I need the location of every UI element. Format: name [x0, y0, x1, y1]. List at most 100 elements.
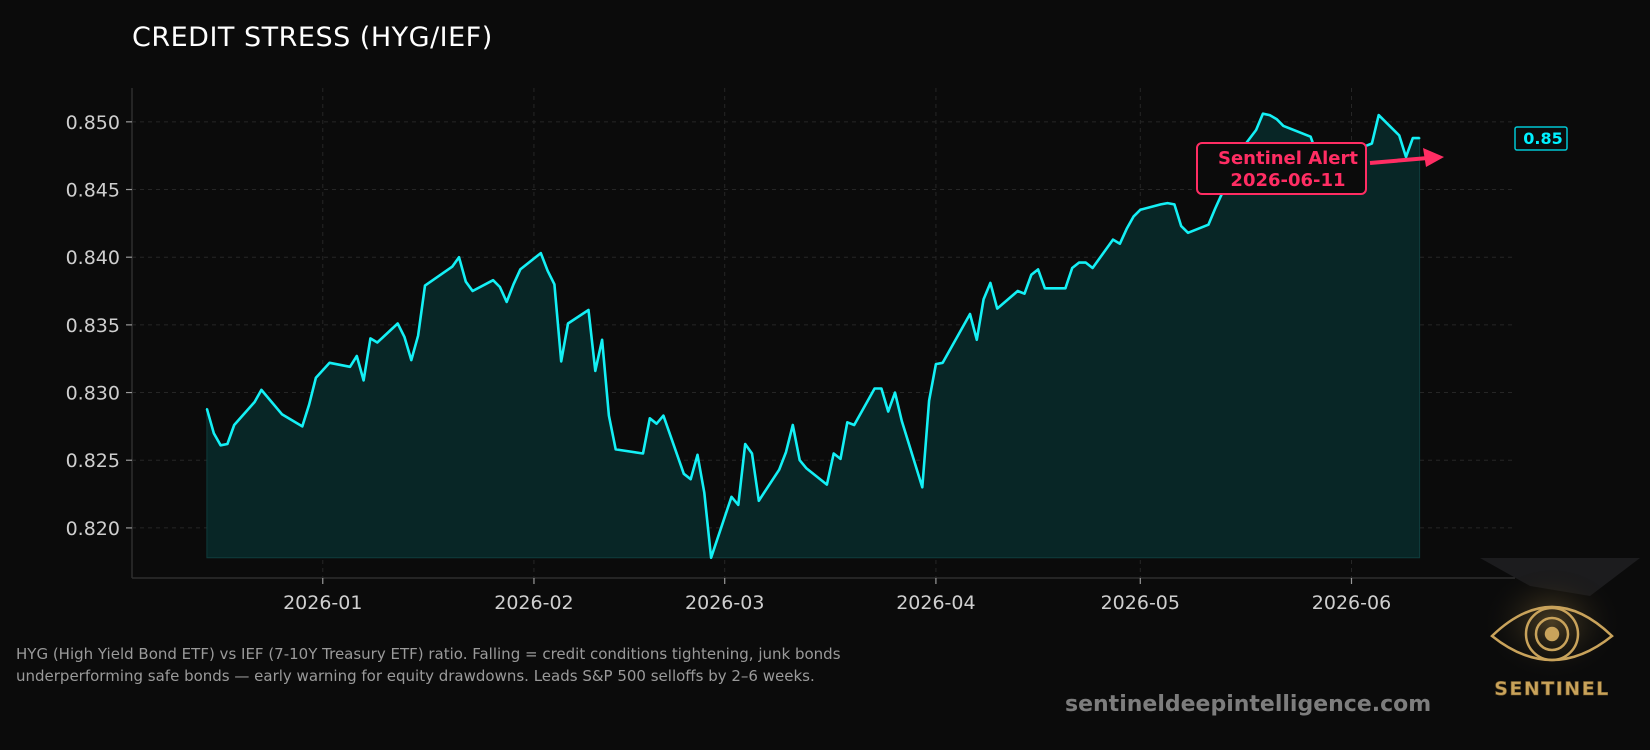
data-point — [730, 495, 733, 498]
data-point — [315, 376, 317, 379]
data-point — [1037, 268, 1039, 271]
data-point — [662, 414, 665, 417]
data-point — [921, 486, 924, 489]
alert-annotation: Sentinel Alert 2026-06-11 — [1196, 142, 1444, 195]
data-point — [989, 282, 992, 284]
data-point — [900, 420, 903, 422]
data-point — [362, 379, 365, 382]
data-point — [1132, 215, 1135, 218]
data-point — [553, 283, 556, 286]
y-tick-label: 0.820 — [66, 518, 120, 540]
data-point — [1268, 114, 1271, 116]
data-point — [614, 448, 617, 451]
data-point — [751, 452, 753, 455]
data-point — [703, 491, 706, 494]
x-tick-label: 2026-04 — [896, 592, 975, 614]
alert-date: 2026-06-11 — [1230, 170, 1345, 191]
y-tick-label: 0.845 — [66, 180, 120, 202]
data-point — [887, 410, 890, 413]
data-point — [410, 359, 413, 361]
y-tick-label: 0.830 — [66, 383, 120, 405]
data-point — [1078, 261, 1080, 264]
data-point — [744, 443, 747, 445]
data-point — [642, 452, 644, 455]
data-point — [1275, 118, 1278, 120]
data-point — [1214, 207, 1217, 210]
x-tick-label: 2026-05 — [1101, 592, 1180, 614]
data-point — [1119, 242, 1121, 245]
data-point — [1262, 112, 1264, 115]
data-point — [832, 452, 835, 455]
data-point — [1371, 142, 1373, 145]
data-point — [826, 483, 828, 486]
x-tick-label: 2026-06 — [1312, 592, 1391, 614]
data-point — [492, 279, 494, 282]
data-point — [710, 556, 712, 559]
data-point — [757, 499, 760, 502]
data-point — [778, 468, 781, 471]
data-point — [424, 284, 426, 287]
data-point — [1309, 135, 1312, 138]
last-value-text: 0.85 — [1523, 129, 1562, 148]
data-point — [873, 387, 876, 390]
data-point — [499, 286, 501, 288]
sentinel-logo: SENTINEL — [1480, 558, 1640, 700]
data-point — [1411, 137, 1414, 140]
y-tick-label: 0.835 — [66, 315, 120, 337]
alert-label: Sentinel Alert — [1218, 148, 1358, 169]
alert-arrow — [1369, 156, 1429, 165]
data-point — [206, 407, 208, 410]
x-tick-label: 2026-03 — [685, 592, 764, 614]
data-point — [785, 451, 787, 453]
data-point — [376, 341, 379, 344]
data-point — [601, 338, 603, 341]
data-point — [369, 337, 372, 340]
series-line — [205, 112, 1420, 559]
data-point — [805, 467, 808, 470]
y-tick-label: 0.825 — [66, 450, 120, 472]
data-point — [1016, 290, 1019, 292]
data-point — [1418, 137, 1421, 140]
data-point — [1064, 287, 1067, 290]
alert-arrowhead — [1423, 148, 1444, 167]
data-point — [1084, 261, 1087, 264]
data-point — [1091, 267, 1094, 269]
data-point — [880, 387, 883, 390]
data-point — [226, 443, 229, 445]
data-point — [464, 280, 467, 283]
data-point — [839, 458, 842, 460]
data-point — [853, 424, 856, 426]
data-point — [1173, 203, 1176, 206]
data-point — [539, 252, 542, 255]
data-point — [594, 370, 597, 372]
data-point — [1398, 134, 1401, 137]
data-point — [696, 453, 699, 456]
data-point — [1139, 208, 1142, 211]
data-point — [1044, 287, 1046, 290]
data-point — [682, 472, 685, 475]
last-value-badge: 0.85 — [1514, 126, 1568, 151]
chart-title: CREDIT STRESS (HYG/IEF) — [132, 22, 493, 53]
website-link[interactable]: sentineldeepintelligence.com — [1065, 692, 1432, 717]
data-point — [791, 424, 794, 426]
data-point — [281, 413, 283, 416]
data-point — [219, 444, 222, 447]
data-point — [512, 283, 515, 286]
data-point — [403, 336, 406, 338]
data-point — [349, 365, 351, 368]
data-point — [546, 269, 549, 272]
data-point — [328, 361, 331, 364]
data-point — [505, 301, 508, 303]
data-point — [846, 421, 849, 424]
data-point — [1166, 202, 1169, 205]
y-tick-label: 0.840 — [66, 247, 120, 269]
data-point — [1282, 125, 1285, 127]
data-point — [655, 422, 658, 425]
data-point — [560, 360, 563, 363]
data-point — [417, 334, 419, 337]
data-point — [471, 290, 474, 292]
data-point — [301, 425, 304, 428]
data-point — [737, 504, 740, 506]
data-point — [253, 401, 256, 403]
